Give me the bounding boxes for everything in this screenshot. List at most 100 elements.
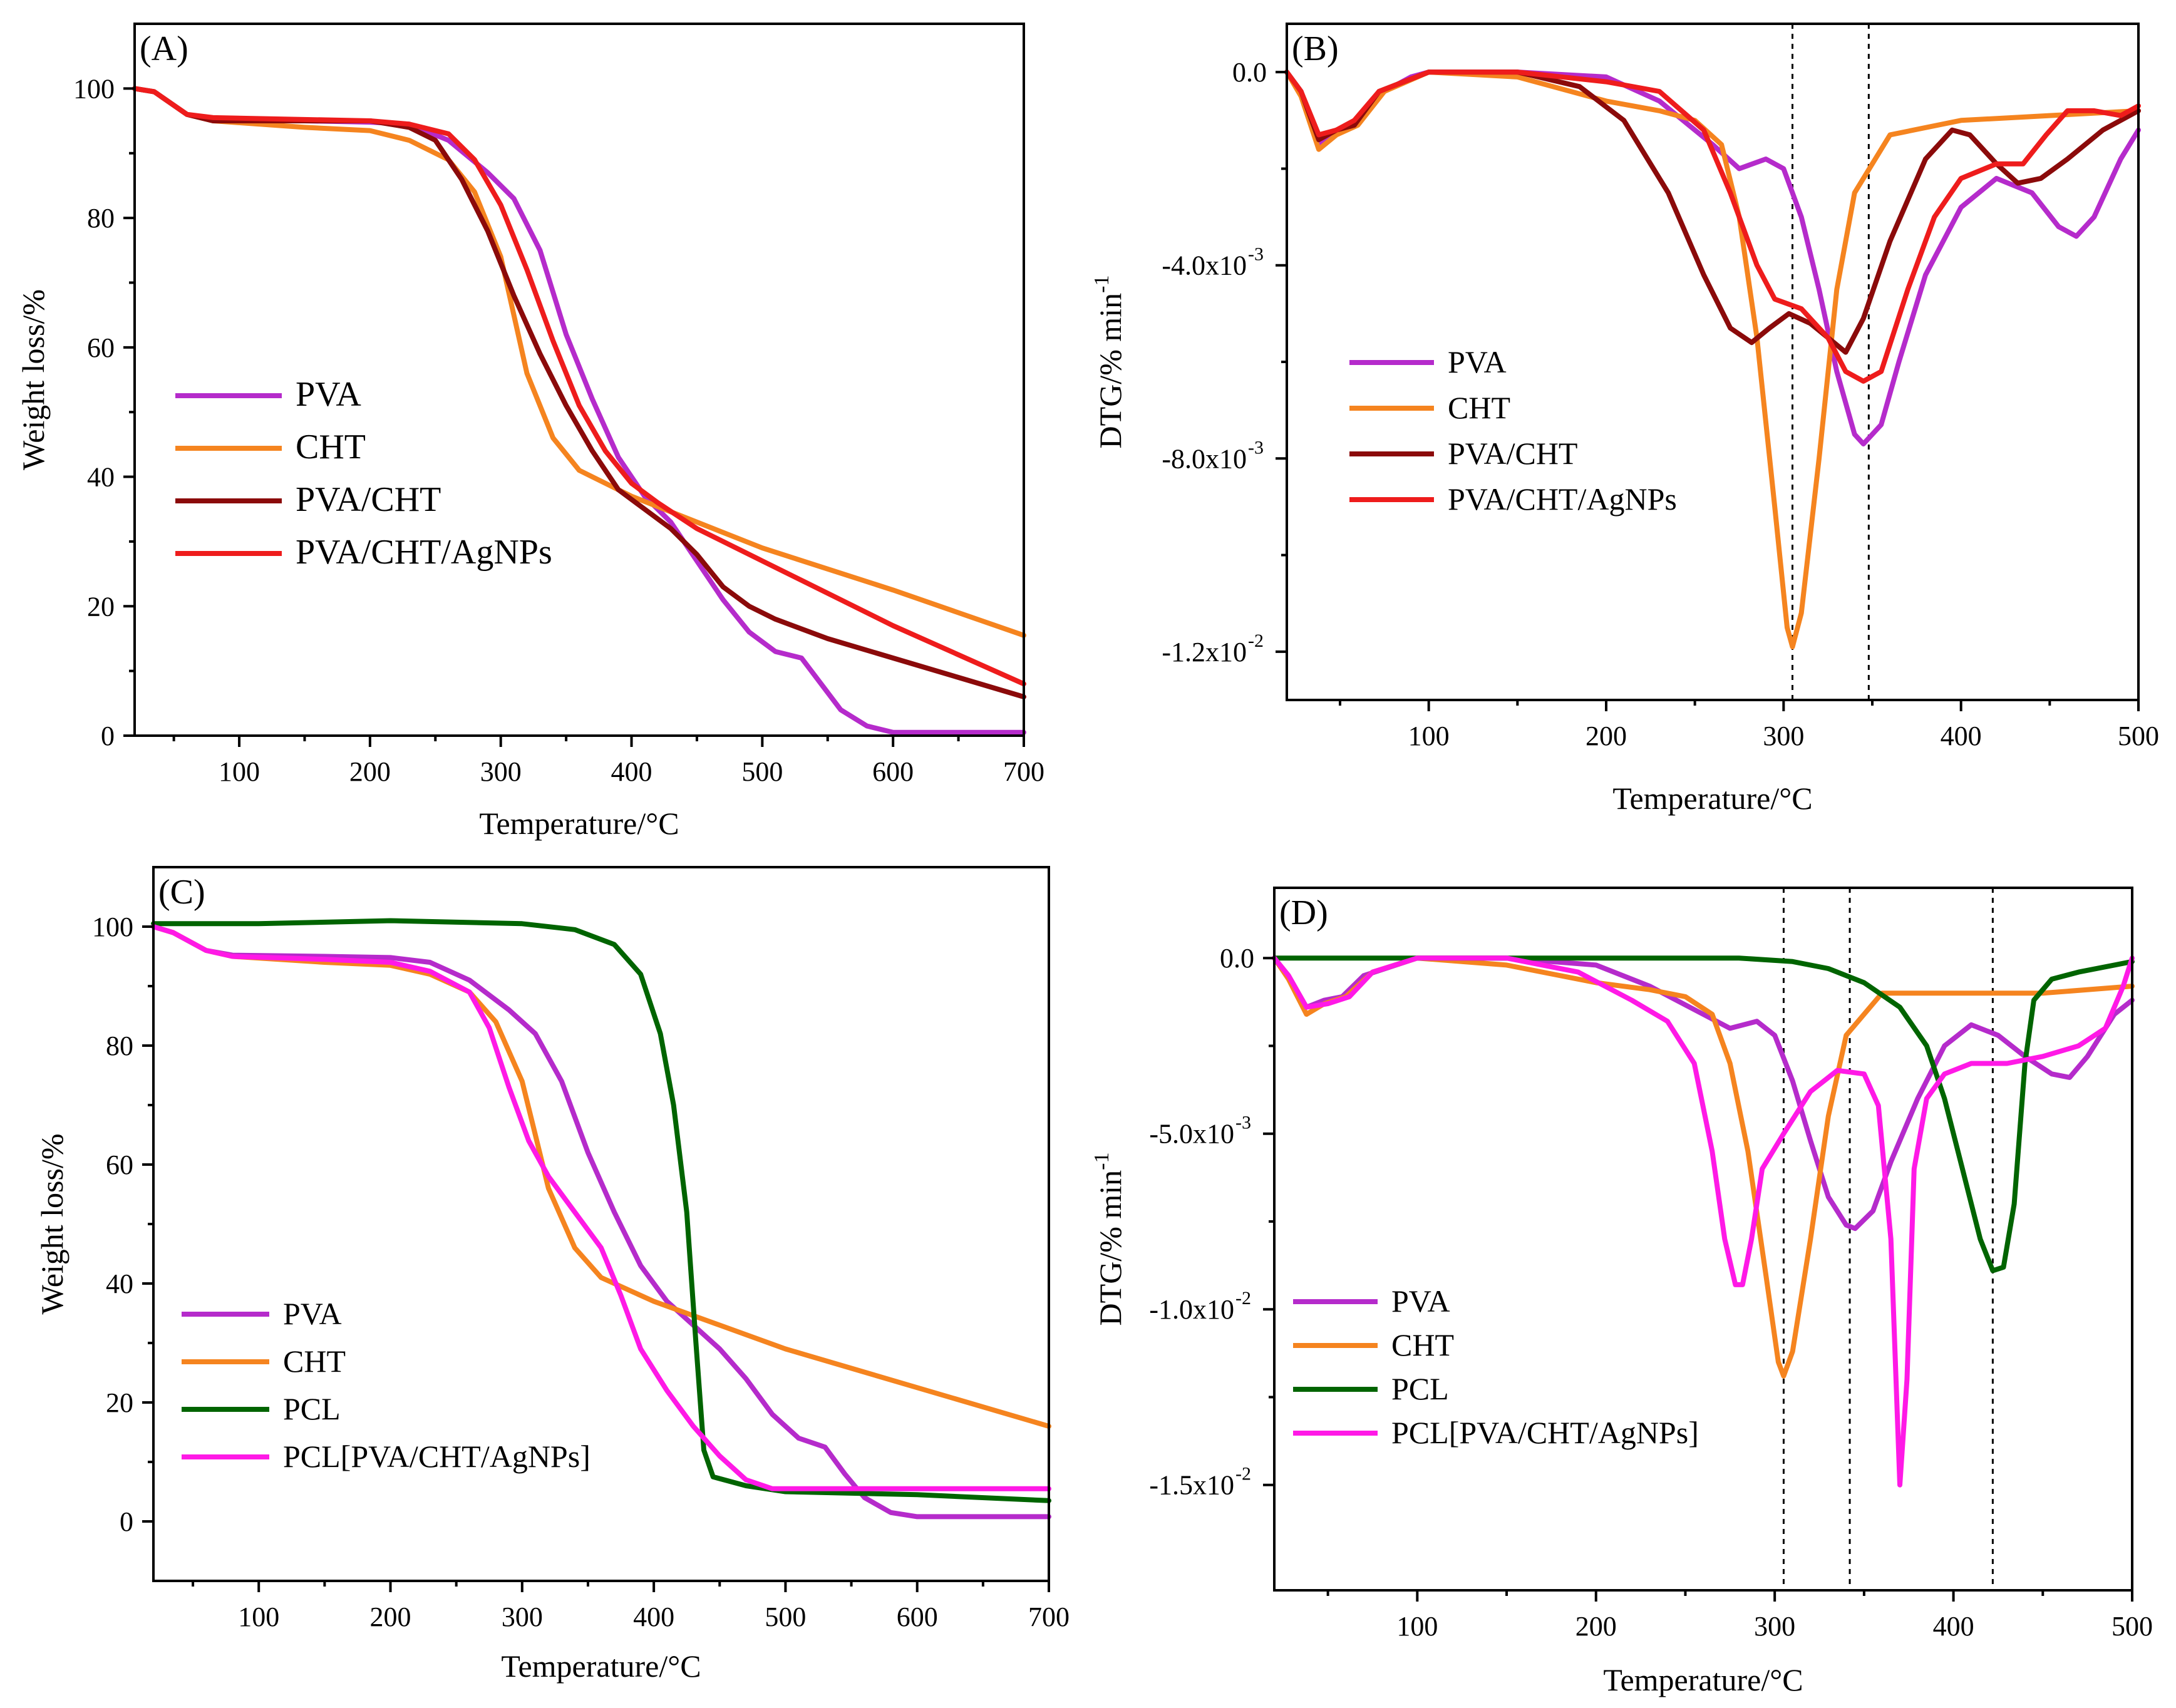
panel-a-legend-label: PVA/CHT <box>296 480 441 519</box>
panel-c-legend-label: PCL[PVA/CHT/AgNPs] <box>283 1439 590 1474</box>
panel-d-series-pcl <box>1272 955 2135 1273</box>
panel-c-x-axis-title: Temperature/°C <box>501 1649 701 1684</box>
panel-c-y-tick-label: 0 <box>120 1506 133 1537</box>
panel-d-y-tick-label: -1.5x10 <box>1149 1470 1234 1501</box>
panel-c-x-tick-label: 700 <box>1028 1602 1070 1632</box>
panel-a-legend-label: PVA/CHT/AgNPs <box>296 533 552 572</box>
panel-a-x-tick-label: 400 <box>611 756 652 787</box>
panel-a-y-axis-title: Weight loss/% <box>16 289 51 470</box>
panel-b-x-tick-label: 300 <box>1763 721 1804 751</box>
panel-d-legend-label: CHT <box>1391 1327 1454 1362</box>
panel-a: 100 200 300 400 500 600 700 0 20 40 60 80 100 (A) Te… <box>16 23 1044 841</box>
panel-c-x-tick-label: 200 <box>370 1602 411 1632</box>
panel-b-y-axis-title-text: DTG/% min <box>1093 293 1128 449</box>
panel-d-x-tick-label: 100 <box>1396 1611 1438 1642</box>
panel-a-y-tick-label: 100 <box>73 73 115 104</box>
panel-a-y-tick-label: 40 <box>87 462 115 493</box>
panel-c-y-tick-label: 80 <box>106 1031 133 1061</box>
panel-b-legend-label: CHT <box>1448 390 1510 425</box>
panel-a-y-tick-label: 20 <box>87 591 115 622</box>
panel-b-x-tick-label: 500 <box>2118 721 2159 751</box>
panel-c-legend-label: PVA <box>283 1296 342 1331</box>
panel-c-y-tick-label: 40 <box>106 1268 133 1299</box>
panel-d-y-tick-label: -1.0x10 <box>1149 1294 1234 1325</box>
panel-d-plot-area <box>1273 887 2133 1592</box>
panel-c-y-tick-label: 100 <box>92 912 133 942</box>
panel-a-y-tick-label: 80 <box>87 203 115 234</box>
panel-d-x-tick-label: 300 <box>1754 1611 1795 1642</box>
panel-d-x-axis-title: Temperature/°C <box>1603 1662 1803 1697</box>
panel-a-x-axis-title: Temperature/°C <box>479 806 679 841</box>
panel-c-x-tick-label: 600 <box>897 1602 938 1632</box>
panel-b-y-tick-label: -8.0x10 <box>1162 443 1247 474</box>
panel-d-legend-label: PCL <box>1391 1371 1449 1406</box>
panel-d-legend-label: PVA <box>1391 1284 1450 1319</box>
panel-c-x-tick-label: 400 <box>633 1602 674 1632</box>
panel-a-x-tick-label: 600 <box>872 756 914 787</box>
panel-d-y-tick-exponent: -2 <box>1235 1288 1251 1309</box>
panel-b-legend-label: PVA/CHT/AgNPs <box>1448 481 1677 517</box>
panel-a-series-pva-cht-agnps <box>132 86 1026 687</box>
panel-c-legend-label: CHT <box>283 1344 346 1379</box>
panel-d-y-axis-title-exponent: -1 <box>1090 1153 1113 1170</box>
panel-c-legend-label: PCL <box>283 1391 341 1426</box>
panel-d-y-axis-title-text: DTG/% min <box>1093 1170 1128 1326</box>
panel-d-y-tick-label: -5.0x10 <box>1149 1119 1234 1150</box>
panel-b-series-pva-cht-agnps <box>1284 69 2141 384</box>
panel-b-label: (B) <box>1292 29 1339 68</box>
panel-d-x-tick-label: 500 <box>2112 1611 2153 1642</box>
panel-b-y-tick-exponent: -3 <box>1248 244 1264 265</box>
panel-a-x-tick-label: 200 <box>349 756 391 787</box>
panel-a-x-tick-label: 300 <box>480 756 522 787</box>
panel-b-y-axis-title-exponent: -1 <box>1090 275 1113 293</box>
panel-d-legend-label: PCL[PVA/CHT/AgNPs] <box>1391 1415 1699 1450</box>
panel-d-label: (D) <box>1279 893 1328 932</box>
panel-a-x-tick-label: 100 <box>219 756 260 787</box>
panel-d-legend: PVA CHT PCL PCL[PVA/CHT/AgNPs] <box>1293 1284 1699 1450</box>
panel-a-legend-label: CHT <box>296 428 366 466</box>
panel-b-x-axis-title: Temperature/°C <box>1612 781 1812 816</box>
panel-c-y-tick-label: 60 <box>106 1150 133 1180</box>
panel-b-legend-label: PVA <box>1448 344 1507 379</box>
panel-b-legend: PVA CHT PVA/CHT PVA/CHT/AgNPs <box>1349 344 1677 517</box>
panel-c-series-pcl <box>151 918 1051 1503</box>
panel-c-legend: PVA CHT PCL PCL[PVA/CHT/AgNPs] <box>182 1296 590 1474</box>
panel-d-y-axis-title: DTG/% min-1 <box>1090 1153 1128 1326</box>
panel-c-x-tick-label: 300 <box>502 1602 543 1632</box>
panel-c-label: (C) <box>158 873 205 912</box>
panel-b-x-tick-label: 100 <box>1408 721 1450 751</box>
panel-d-y-tick-exponent: -2 <box>1235 1464 1251 1484</box>
panel-d-x-tick-label: 200 <box>1575 1611 1617 1642</box>
panel-d-x-tick-label: 400 <box>1933 1611 1974 1642</box>
panel-b-y-tick-label: 0.0 <box>1232 57 1267 88</box>
panel-c-y-axis-title: Weight loss/% <box>34 1133 70 1314</box>
panel-a-legend-label: PVA <box>296 375 361 414</box>
panel-c-series-pcl-pva-cht-agnps- <box>151 924 1051 1491</box>
panel-c-series-pva <box>151 924 1051 1520</box>
panel-b-legend-label: PVA/CHT <box>1448 436 1577 471</box>
panel-c-x-tick-label: 500 <box>765 1602 806 1632</box>
panel-c-x-tick-label: 100 <box>238 1602 279 1632</box>
panel-a-x-tick-label: 700 <box>1003 756 1044 787</box>
panel-b-x-tick-label: 400 <box>1941 721 1982 751</box>
panel-a-x-tick-label: 500 <box>741 756 783 787</box>
panel-b-y-axis-title: DTG/% min-1 <box>1090 275 1128 449</box>
panel-a-plot-area <box>133 23 1025 737</box>
panel-a-y-tick-label: 60 <box>87 332 115 363</box>
panel-d-series-pcl-pva-cht-agnps- <box>1272 955 2135 1488</box>
panel-b-y-tick-label: -4.0x10 <box>1162 250 1247 281</box>
panel-b-y-tick-exponent: -3 <box>1248 437 1264 458</box>
panel-a-label: (A) <box>140 29 188 68</box>
panel-d-y-tick-exponent: -3 <box>1235 1113 1251 1133</box>
panel-d-y-tick-label: 0.0 <box>1220 943 1254 974</box>
panel-a-y-tick-label: 0 <box>101 721 115 751</box>
panel-b-x-tick-label: 200 <box>1586 721 1627 751</box>
panel-c: 100 200 300 400 500 600 700 0 20 40 60 80 100 (C) Te… <box>34 866 1070 1684</box>
panel-b-y-tick-exponent: -2 <box>1248 630 1264 651</box>
panel-a-legend: PVA CHT PVA/CHT PVA/CHT/AgNPs <box>175 375 552 572</box>
panel-b-y-tick-label: -1.2x10 <box>1162 637 1247 667</box>
panel-c-y-tick-label: 20 <box>106 1387 133 1418</box>
